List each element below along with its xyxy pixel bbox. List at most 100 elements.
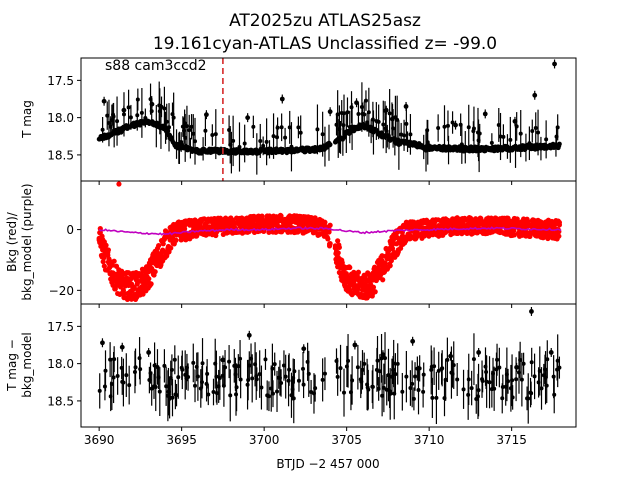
top-point bbox=[508, 137, 513, 142]
bot-point bbox=[157, 389, 162, 394]
bot-point bbox=[172, 357, 177, 362]
bot-point bbox=[342, 390, 347, 395]
top-point bbox=[126, 105, 131, 110]
background-point bbox=[109, 262, 116, 268]
bot-point bbox=[545, 357, 550, 362]
top-outlier-point bbox=[101, 98, 107, 104]
bot-point bbox=[97, 388, 102, 393]
bot-outlier-point bbox=[410, 338, 416, 344]
bot-point bbox=[408, 385, 413, 390]
top-point bbox=[184, 124, 189, 129]
bot-point bbox=[400, 389, 405, 394]
top-point bbox=[264, 139, 269, 144]
bot-point bbox=[335, 374, 340, 379]
bot-outlier-point bbox=[119, 344, 125, 350]
background-point bbox=[100, 259, 106, 265]
background-point bbox=[335, 238, 341, 244]
top-axes-frame bbox=[80, 57, 577, 182]
bot-point bbox=[108, 357, 113, 362]
background-model-line bbox=[98, 226, 562, 236]
bot-outlier-point bbox=[380, 352, 386, 358]
bot-point bbox=[313, 386, 318, 391]
background-point bbox=[327, 222, 333, 228]
bot-outlier-point bbox=[514, 364, 519, 370]
bot-point bbox=[539, 386, 544, 391]
bot-point bbox=[466, 377, 471, 382]
bot-point bbox=[191, 360, 196, 365]
bot-outlier-point bbox=[529, 309, 534, 314]
top-outlier-point bbox=[149, 101, 155, 107]
bot-point bbox=[301, 366, 306, 371]
bot-point bbox=[111, 375, 116, 380]
figure-title-line1: AT2025zu ATLAS25asz bbox=[229, 11, 421, 31]
bot-point bbox=[395, 361, 400, 366]
top-outlier-point bbox=[512, 118, 518, 124]
top-point bbox=[555, 125, 560, 130]
xtick-label: 3705 bbox=[331, 433, 362, 447]
top-point bbox=[237, 144, 242, 149]
figure-title-line2: 19.161cyan-ATLAS Unclassified z= -99.0 bbox=[153, 34, 497, 54]
background-point bbox=[380, 277, 386, 283]
top-ytick-label: 17.5 bbox=[47, 74, 74, 88]
background-point bbox=[556, 222, 563, 228]
top-point bbox=[187, 128, 192, 133]
top-point bbox=[445, 123, 450, 128]
bot-point bbox=[195, 374, 200, 379]
top-point bbox=[164, 119, 169, 124]
bot-point bbox=[510, 395, 515, 400]
bot-point bbox=[121, 380, 126, 385]
bot-point bbox=[176, 375, 181, 380]
bot-point bbox=[355, 365, 360, 370]
top-point bbox=[466, 125, 471, 130]
bot-point bbox=[526, 396, 531, 401]
bot-point bbox=[115, 373, 120, 378]
bot-point bbox=[153, 384, 158, 389]
bot-point bbox=[279, 380, 284, 385]
background-outlier-point bbox=[116, 181, 122, 187]
top-ylabel: T mag bbox=[20, 100, 34, 139]
top-point bbox=[183, 135, 188, 140]
bot-point bbox=[430, 395, 435, 400]
top-point bbox=[135, 113, 140, 118]
top-point bbox=[261, 143, 266, 148]
background-point bbox=[140, 291, 146, 297]
bot-point bbox=[476, 388, 481, 393]
background-point bbox=[266, 229, 272, 235]
tmag-minus-bkg-panel: 17.5 18.0 18.5 3690 3695 3700 3705 3710 3715 bbox=[47, 303, 577, 447]
mid-ytick-label: 0 bbox=[66, 223, 74, 237]
mid-ylabel-line2: bkg_model (purple) bbox=[20, 183, 34, 300]
top-outlier-point bbox=[403, 104, 409, 109]
background-point bbox=[336, 244, 342, 251]
top-point bbox=[402, 133, 407, 138]
top-point bbox=[395, 117, 400, 122]
bot-point bbox=[227, 359, 232, 364]
bot-point bbox=[164, 384, 169, 389]
bot-point bbox=[162, 363, 167, 368]
bot-point bbox=[124, 373, 129, 378]
bot-point bbox=[350, 378, 355, 383]
bot-point bbox=[421, 389, 426, 394]
bot-point bbox=[552, 392, 557, 397]
bot-point bbox=[283, 374, 288, 379]
bot-point bbox=[471, 357, 476, 362]
bot-point bbox=[250, 376, 255, 381]
background-point bbox=[259, 214, 265, 220]
bot-point bbox=[544, 383, 549, 388]
bot-point bbox=[480, 379, 485, 384]
bot-point bbox=[432, 364, 437, 369]
top-point bbox=[231, 138, 236, 143]
bot-point bbox=[228, 393, 233, 398]
bot-point bbox=[292, 369, 297, 374]
xtick-label: 3700 bbox=[249, 433, 280, 447]
tmag-panel: 17.5 18.0 18.5 bbox=[47, 57, 577, 185]
bot-point bbox=[506, 379, 511, 384]
background-point bbox=[387, 263, 393, 269]
bot-point bbox=[500, 384, 505, 389]
xtick-label: 3695 bbox=[166, 433, 197, 447]
bot-point bbox=[445, 357, 450, 362]
top-point bbox=[477, 131, 482, 136]
bot-point bbox=[443, 377, 448, 382]
bot-point bbox=[497, 365, 502, 370]
top-point bbox=[283, 135, 288, 140]
bot-point bbox=[180, 367, 185, 372]
